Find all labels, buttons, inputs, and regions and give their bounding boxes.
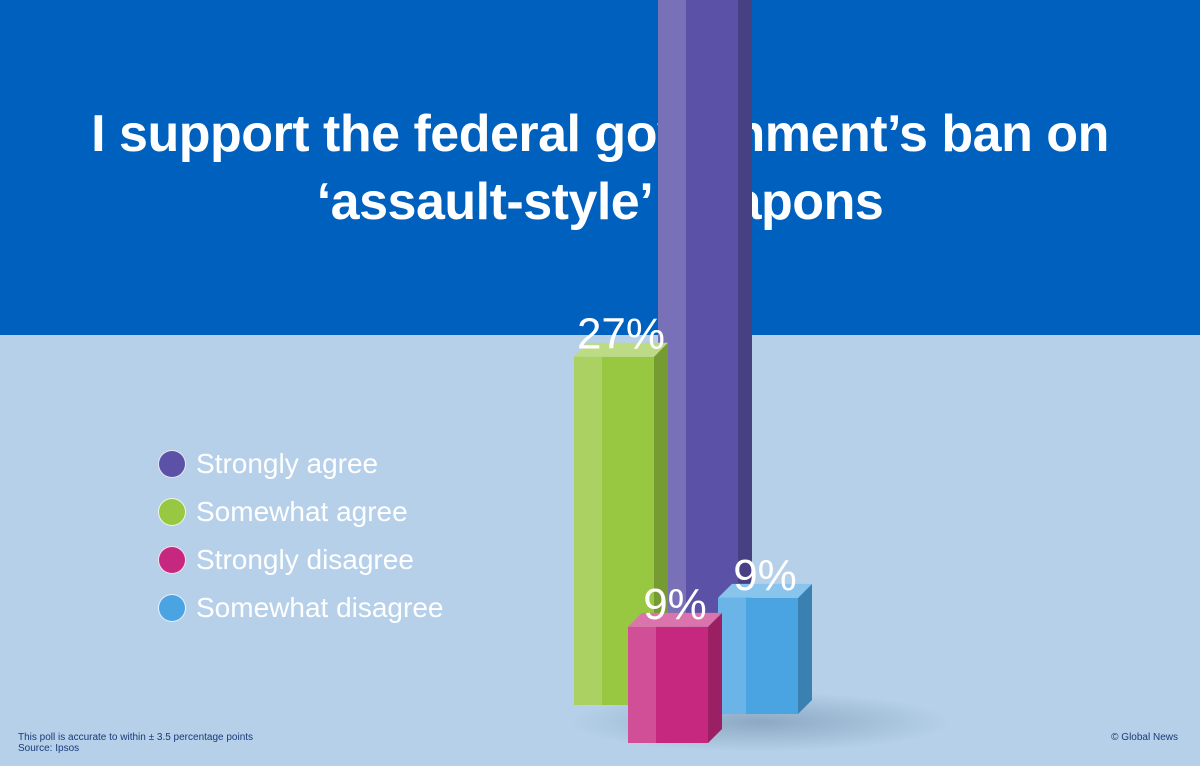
- bar-highlight: [574, 356, 602, 705]
- legend-swatch: [158, 498, 186, 526]
- bar-somewhat-disagree: [718, 583, 812, 714]
- legend-label: Somewhat agree: [196, 496, 408, 527]
- bar-side-face: [708, 612, 722, 743]
- legend-swatch: [158, 594, 186, 622]
- value-label-somewhat-disagree: 9%: [733, 551, 797, 600]
- bar-somewhat-agree: [574, 342, 668, 705]
- title-banner: [0, 0, 1200, 335]
- chart-legend: Strongly agree Somewhat agree Strongly d…: [158, 440, 443, 632]
- value-label-strongly-disagree: 9%: [643, 580, 707, 629]
- bar-side-face: [738, 0, 752, 679]
- legend-item-strongly-disagree: Strongly disagree: [158, 536, 443, 584]
- chart-title: I support the federal government’s ban o…: [91, 105, 1109, 231]
- source-note: Source: Ipsos: [18, 743, 80, 754]
- legend-item-strongly-agree: Strongly agree: [158, 440, 443, 488]
- bar-top-face: [718, 583, 812, 598]
- footnote: This poll is accurate to within ± 3.5 pe…: [18, 732, 253, 754]
- bar-highlight: [628, 626, 656, 743]
- legend-item-somewhat-agree: Somewhat agree: [158, 488, 443, 536]
- bar-strongly-disagree: [628, 612, 722, 743]
- legend-label: Strongly agree: [196, 448, 379, 479]
- legend-item-somewhat-disagree: Somewhat disagree: [158, 584, 443, 632]
- legend-swatch: [158, 450, 186, 478]
- copyright-credit: © Global News: [1111, 732, 1178, 743]
- legend-label: Strongly disagree: [196, 544, 414, 575]
- legend-label: Somewhat disagree: [196, 592, 444, 623]
- bar-top-face: [628, 612, 722, 627]
- value-label-somewhat-agree: 27%: [577, 310, 665, 359]
- bar-top-face: [574, 342, 668, 357]
- bar-side-face: [798, 583, 812, 714]
- accuracy-note: This poll is accurate to within ± 3.5 pe…: [18, 732, 254, 743]
- bar-highlight: [718, 597, 746, 714]
- legend-swatch: [158, 546, 186, 574]
